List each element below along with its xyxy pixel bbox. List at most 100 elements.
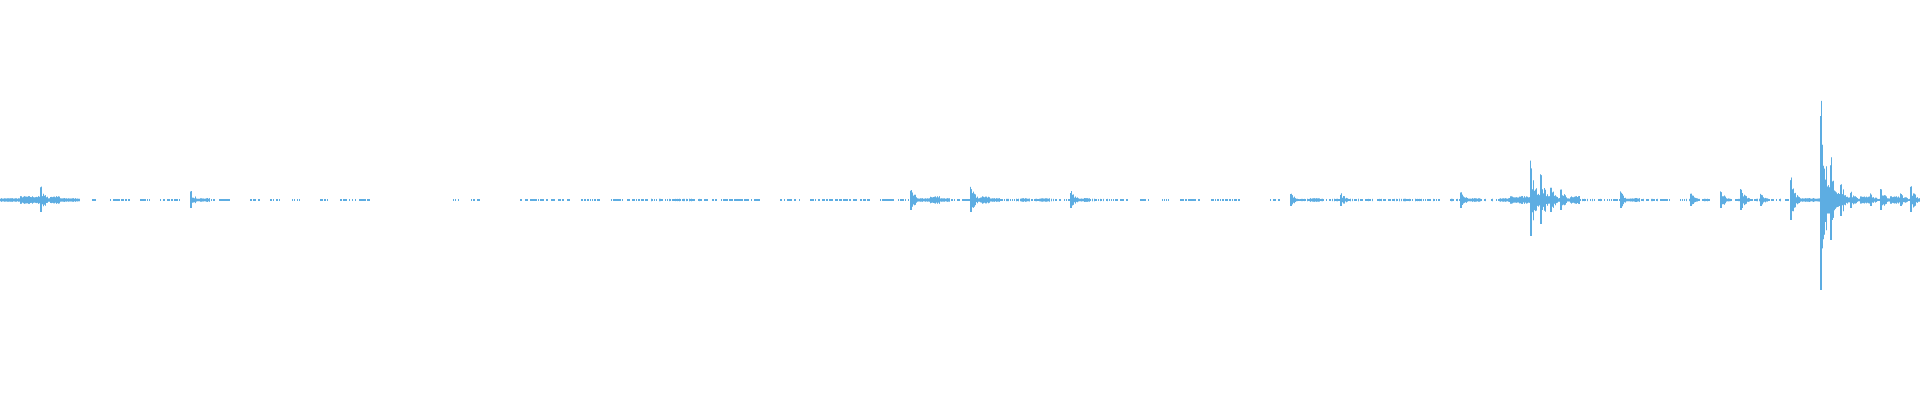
waveform-segment (900, 199, 909, 201)
waveform-segment (1320, 198, 1330, 202)
waveform-segment (453, 199, 459, 201)
waveform-bar (620, 199, 630, 201)
waveform-segment (1270, 199, 1280, 201)
waveform-segment (1080, 198, 1090, 202)
waveform-segment (1330, 198, 1340, 202)
waveform-segment (980, 196, 990, 204)
waveform-bar (1840, 184, 1850, 216)
waveform-bar (1020, 198, 1030, 202)
waveform-bar (1140, 199, 1149, 201)
waveform-bar (1760, 193, 1770, 206)
waveform-bar (1510, 196, 1520, 204)
waveform-bar (1120, 199, 1128, 201)
waveform-segment (40, 186, 50, 212)
waveform-segment (1040, 198, 1050, 202)
waveform-segment (1780, 198, 1789, 202)
waveform-bar (1300, 198, 1310, 202)
waveform-segment (910, 190, 920, 210)
waveform-bar (471, 199, 480, 201)
waveform-bar (1080, 198, 1090, 202)
waveform-segment (530, 199, 539, 201)
waveform-bar (1470, 198, 1480, 202)
waveform-bar (1680, 198, 1690, 202)
waveform-segment (1651, 198, 1658, 202)
waveform-segment (1100, 198, 1110, 202)
waveform-bar (1720, 191, 1730, 208)
waveform-segment (1390, 198, 1400, 202)
waveform-segment (1750, 198, 1760, 202)
waveform-segment (1810, 198, 1820, 202)
waveform-bar (700, 199, 708, 201)
waveform-segment (1660, 199, 1670, 201)
waveform-bar (1320, 198, 1330, 202)
waveform-bar (1702, 198, 1710, 202)
waveform-segment (200, 198, 210, 202)
waveform-segment (1310, 198, 1320, 202)
waveform-segment (1890, 196, 1900, 204)
waveform-segment (970, 186, 980, 212)
waveform-segment (360, 199, 370, 201)
waveform-segment (10, 198, 20, 202)
waveform-bar (690, 198, 700, 202)
waveform-bar (20, 196, 30, 204)
waveform-segment (1570, 196, 1580, 204)
waveform-bar (1390, 198, 1400, 202)
waveform-segment (1510, 196, 1520, 204)
waveform-segment (520, 199, 528, 201)
waveform-segment (220, 199, 230, 201)
waveform-segment (92, 199, 96, 201)
waveform-segment (270, 199, 280, 201)
waveform-bar (790, 199, 800, 201)
waveform-segment (1830, 157, 1840, 240)
waveform-segment (1350, 198, 1359, 202)
waveform-bar (590, 199, 600, 201)
waveform-bar (900, 199, 909, 201)
waveform-segment (352, 199, 360, 201)
waveform-segment (1740, 189, 1750, 210)
waveform-segment (190, 191, 200, 208)
waveform-bar (352, 199, 360, 201)
waveform-segment (1600, 198, 1610, 202)
waveform-bar (1771, 199, 1780, 201)
waveform-bar (1211, 199, 1219, 201)
waveform-bar (453, 199, 459, 201)
waveform-segment (211, 199, 220, 201)
waveform-bar (751, 199, 760, 201)
waveform-bar (10, 198, 20, 202)
waveform-bar (1870, 193, 1880, 206)
waveform-bar (840, 199, 850, 201)
waveform-segment (990, 198, 1000, 202)
waveform-segment (171, 199, 180, 201)
waveform-bar (970, 186, 980, 212)
waveform-segment (1051, 198, 1060, 202)
waveform-segment (1480, 198, 1486, 202)
waveform-bar (1370, 198, 1380, 202)
waveform-segment (1880, 189, 1890, 210)
waveform-bar (980, 196, 990, 204)
waveform-bar (270, 199, 280, 201)
waveform-bar (1410, 198, 1420, 202)
waveform-segment (1800, 198, 1810, 202)
waveform-segment (1230, 199, 1240, 201)
waveform-segment (1340, 193, 1350, 206)
waveform-bar (292, 199, 300, 201)
waveform-segment (1560, 189, 1570, 210)
waveform-segment (1180, 199, 1190, 201)
waveform-bar (360, 199, 370, 201)
waveform-bar (1491, 198, 1500, 202)
waveform-segment (560, 199, 570, 201)
waveform-segment (1680, 198, 1690, 202)
waveform-bar (1460, 192, 1470, 208)
waveform-bar (1790, 177, 1800, 220)
waveform-bar (340, 199, 350, 201)
waveform-segment (1360, 198, 1370, 202)
waveform-bar (560, 199, 570, 201)
waveform-bar (581, 199, 589, 201)
waveform-bar (1520, 196, 1530, 204)
waveform-bar (990, 198, 1000, 202)
waveform-bar (1070, 191, 1080, 208)
waveform-segment (1641, 198, 1649, 202)
waveform-segment (1630, 198, 1640, 202)
waveform-bar (92, 199, 96, 201)
